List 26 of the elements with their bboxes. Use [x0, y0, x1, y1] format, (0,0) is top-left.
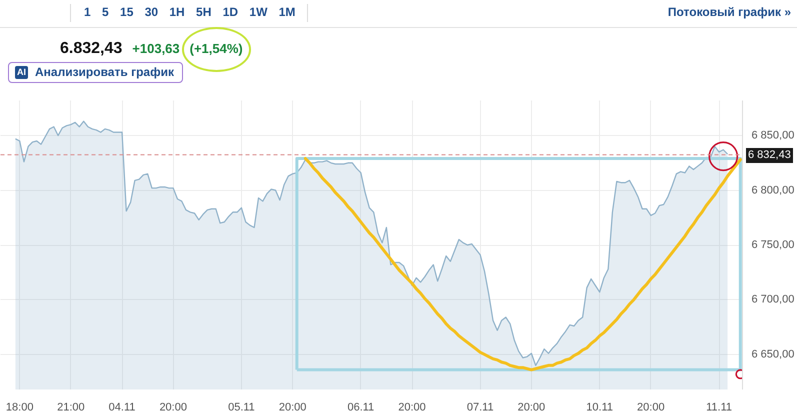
- x-tick-label: 04.11: [108, 402, 136, 414]
- x-tick-label: 11.11: [706, 402, 732, 414]
- text: 1 5 15 30 1H 5H 1D 1W 1M: [84, 4, 296, 20]
- x-tick-label: 20:00: [278, 402, 306, 414]
- x-tick-label: 20:00: [398, 402, 426, 414]
- text: 6.832,43: [60, 39, 122, 59]
- x-tick-label: 07.11: [466, 402, 494, 414]
- x-tick-label: 21:00: [57, 402, 85, 414]
- x-tick-label: 20:00: [159, 402, 187, 414]
- y-tick-label: 6 850,00: [752, 130, 794, 142]
- x-tick-label: 05.11: [228, 402, 255, 414]
- text: +103,63: [132, 40, 180, 58]
- ref-line-label: 6 832,43: [746, 148, 793, 162]
- text: Потоковый график »: [668, 4, 791, 20]
- text: AI: [15, 66, 28, 79]
- x-tick-label: 06.11: [347, 402, 374, 414]
- x-tick-label: 20:00: [518, 402, 546, 414]
- text: Анализировать график: [35, 64, 174, 81]
- y-tick-label: 6 800,00: [752, 184, 794, 196]
- x-tick-label: 20:00: [637, 402, 665, 414]
- y-tick-label: 6 650,00: [752, 348, 794, 360]
- x-tick-label: 10.11: [586, 402, 614, 414]
- text: (+1,54%): [190, 40, 243, 58]
- y-tick-label: 6 750,00: [752, 239, 794, 251]
- x-tick-label: 18:00: [6, 402, 34, 414]
- y-tick-label: 6 700,00: [752, 294, 794, 306]
